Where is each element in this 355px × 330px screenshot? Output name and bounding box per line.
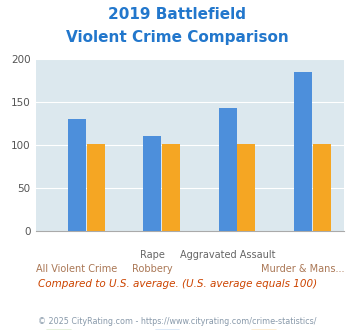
Text: 2019 Battlefield: 2019 Battlefield xyxy=(109,7,246,21)
Text: © 2025 CityRating.com - https://www.cityrating.com/crime-statistics/: © 2025 CityRating.com - https://www.city… xyxy=(38,317,317,326)
Bar xyxy=(294,72,312,231)
Bar xyxy=(313,144,331,231)
Bar xyxy=(237,144,255,231)
Text: Violent Crime Comparison: Violent Crime Comparison xyxy=(66,30,289,45)
Bar xyxy=(219,108,236,231)
Text: Rape: Rape xyxy=(140,250,165,260)
Bar xyxy=(143,136,161,231)
Text: Aggravated Assault: Aggravated Assault xyxy=(180,250,275,260)
Text: Murder & Mans...: Murder & Mans... xyxy=(261,264,345,274)
Bar xyxy=(87,144,105,231)
Bar xyxy=(68,119,86,231)
Text: Robbery: Robbery xyxy=(132,264,173,274)
Text: All Violent Crime: All Violent Crime xyxy=(36,264,118,274)
Text: Compared to U.S. average. (U.S. average equals 100): Compared to U.S. average. (U.S. average … xyxy=(38,279,317,289)
Bar xyxy=(162,144,180,231)
Legend: Battlefield, Missouri, National: Battlefield, Missouri, National xyxy=(42,326,338,330)
